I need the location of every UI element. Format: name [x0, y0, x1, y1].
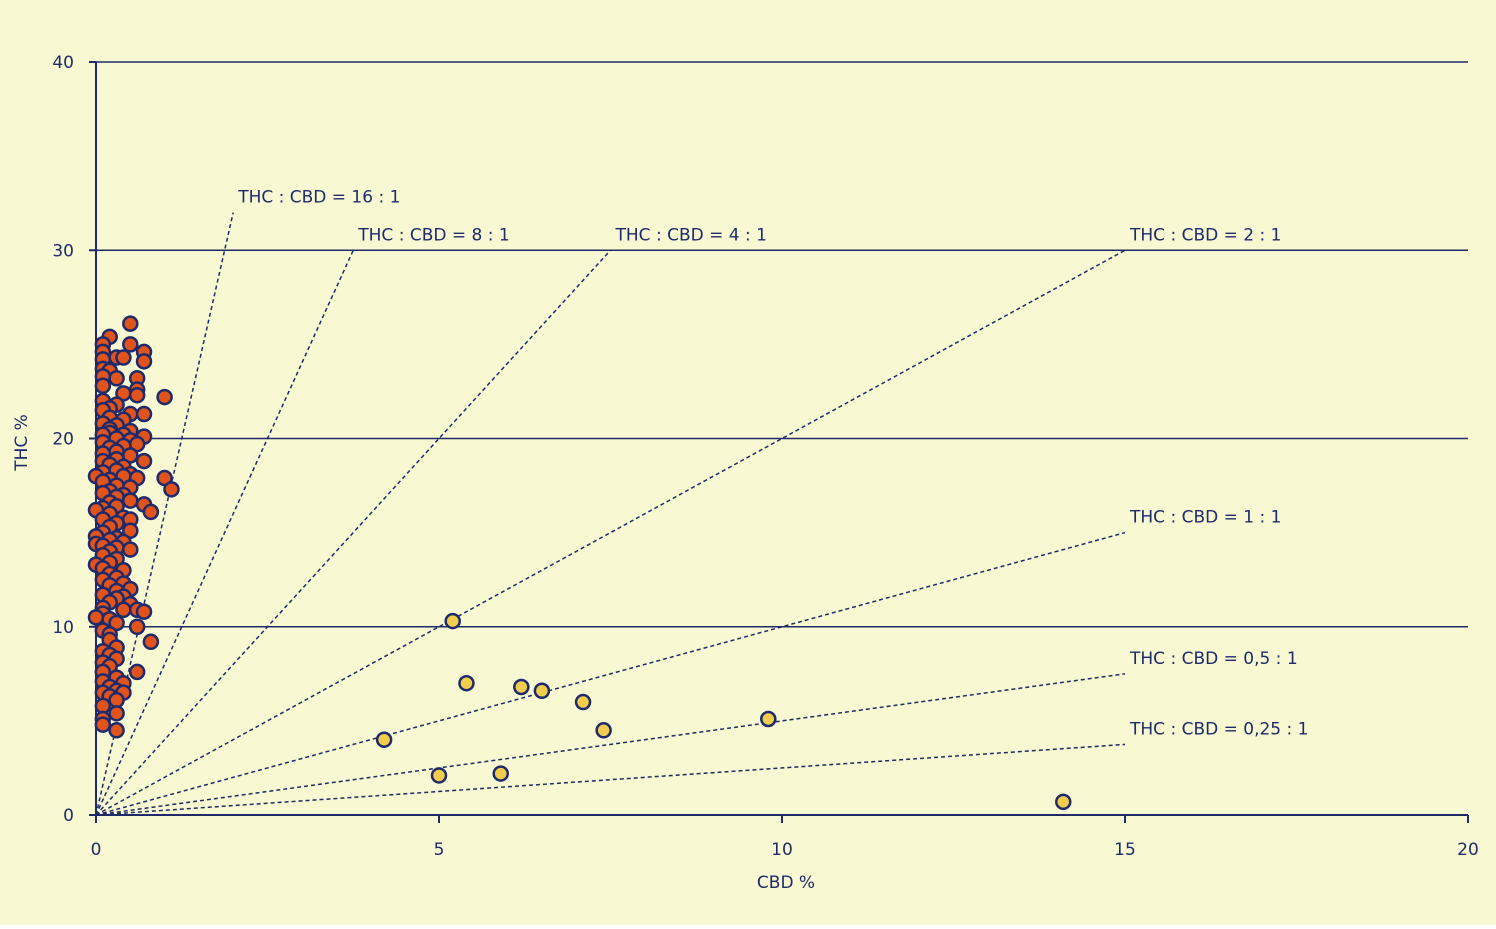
data-point — [108, 705, 125, 722]
data-point — [142, 633, 160, 651]
grid-layer — [96, 61, 1468, 628]
x-axis-label: CBD % — [757, 873, 815, 893]
ratio-line — [95, 249, 354, 816]
data-point — [513, 678, 530, 696]
x-tick-label: 10 — [771, 840, 793, 860]
data-point — [595, 722, 612, 739]
x-tick-label: 5 — [434, 840, 445, 860]
ratio-lines-layer: THC : CBD = 16 : 1 THC : CBD = 8 : 1 THC :… — [95, 188, 1308, 816]
data-point — [135, 452, 153, 470]
data-point — [135, 603, 153, 620]
points-layer — [87, 315, 1072, 811]
ratio-line-label: THC : CBD = 4 : 1 — [615, 225, 767, 245]
data-point — [122, 336, 139, 353]
x-tick-label: 20 — [1457, 840, 1479, 860]
data-point — [135, 405, 153, 423]
data-point — [108, 722, 125, 739]
data-point — [108, 691, 125, 709]
ratio-line — [95, 249, 612, 816]
data-point — [115, 349, 132, 366]
x-tick-label: 0 — [91, 840, 102, 860]
y-axis-label: THC % — [12, 414, 32, 472]
ratio-line-label: THC : CBD = 8 : 1 — [357, 225, 509, 245]
data-point — [574, 693, 592, 711]
data-point — [108, 370, 125, 387]
y-tick-label: 10 — [52, 618, 74, 638]
y-tick-label: 40 — [52, 53, 74, 73]
ratio-line-label: THC : CBD = 0,25 : 1 — [1129, 719, 1308, 739]
ratio-line — [95, 743, 1126, 816]
ratio-line-label: THC : CBD = 0,5 : 1 — [1129, 649, 1298, 669]
data-point — [128, 663, 146, 681]
data-point — [163, 481, 180, 498]
data-point — [135, 353, 153, 370]
ratio-line — [95, 531, 1126, 816]
data-point — [375, 731, 393, 748]
y-tick-label: 0 — [63, 806, 74, 826]
ratio-line-label: THC : CBD = 1 : 1 — [1129, 508, 1281, 528]
ratio-line-label: THC : CBD = 16 : 1 — [237, 188, 400, 208]
x-tick-label: 15 — [1114, 840, 1136, 860]
data-point — [122, 492, 139, 509]
data-point — [115, 601, 132, 619]
data-point — [492, 765, 509, 782]
y-tick-label: 20 — [52, 430, 74, 450]
data-point — [1055, 793, 1072, 811]
data-point — [94, 377, 112, 395]
data-point — [128, 618, 146, 635]
series-1 — [375, 612, 1072, 811]
ratio-line-label: THC : CBD = 2 : 1 — [1129, 225, 1281, 245]
data-point — [533, 682, 551, 700]
data-point — [142, 503, 160, 521]
data-point — [458, 674, 475, 692]
data-point — [128, 386, 146, 404]
data-point — [444, 612, 461, 630]
data-point — [156, 388, 173, 406]
ratio-line — [95, 212, 234, 816]
data-point — [122, 315, 139, 332]
data-point — [94, 716, 112, 733]
data-point — [94, 697, 112, 715]
tick-labels-layer: 0 10 20 30 40 0 5 10 15 20 — [52, 53, 1478, 860]
data-point — [430, 767, 448, 784]
data-point — [122, 541, 139, 558]
series-0 — [87, 315, 180, 739]
ratio-line — [95, 673, 1126, 816]
data-point — [760, 710, 777, 728]
data-point — [87, 609, 105, 626]
y-tick-label: 30 — [52, 241, 74, 261]
